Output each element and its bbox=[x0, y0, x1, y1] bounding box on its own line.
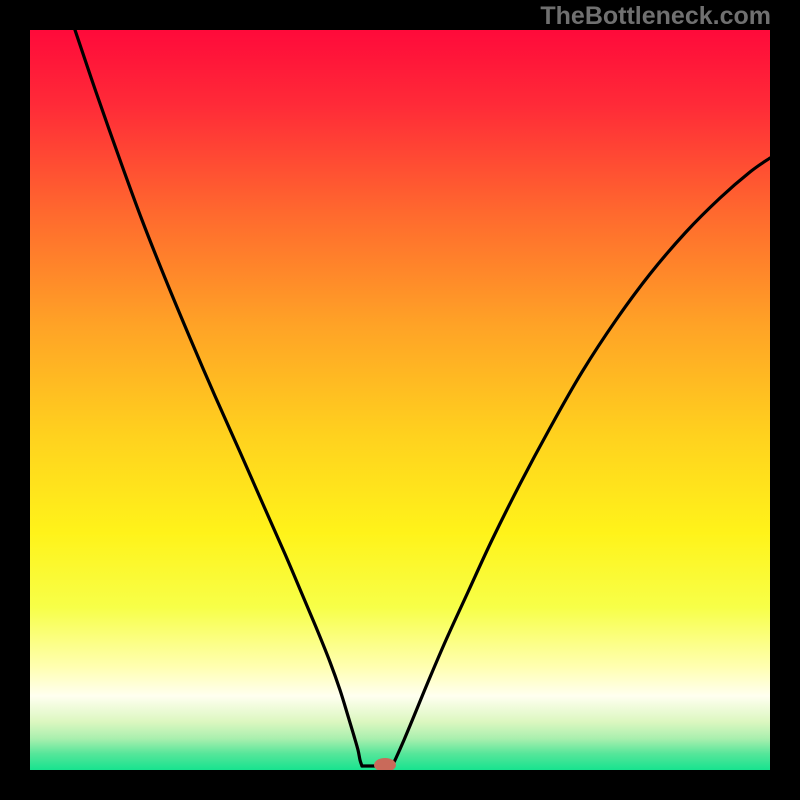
curve-layer bbox=[30, 30, 770, 770]
minimum-marker bbox=[374, 758, 396, 770]
curve-right-branch bbox=[392, 158, 770, 766]
chart-frame: TheBottleneck.com bbox=[0, 0, 800, 800]
curve-left-branch bbox=[75, 30, 362, 766]
watermark-text: TheBottleneck.com bbox=[540, 2, 771, 31]
plot-area bbox=[30, 30, 770, 770]
